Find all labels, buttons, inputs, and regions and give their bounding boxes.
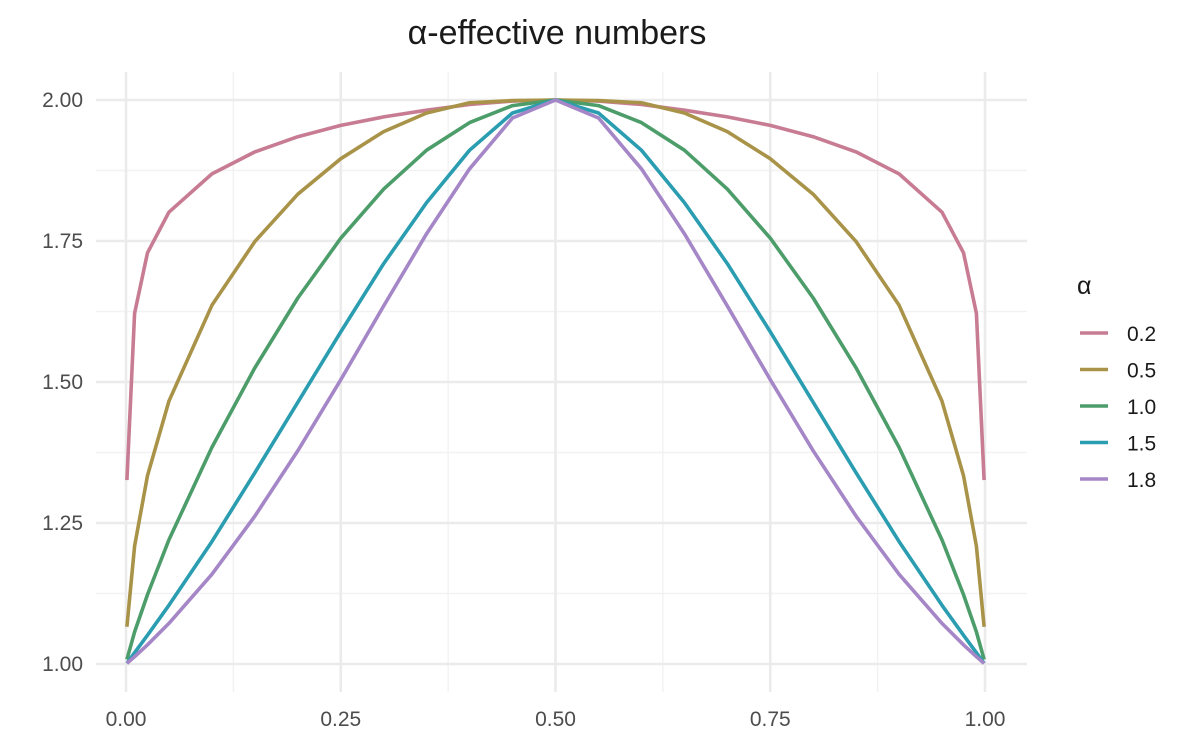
- legend-label-1.8: 1.8: [1127, 469, 1156, 492]
- x-tick-label: 0.75: [750, 708, 791, 731]
- x-tick-label: 0.25: [320, 708, 361, 731]
- x-axis: 0.00 0.25 0.50 0.75 1.00: [106, 708, 1006, 731]
- x-tick-label: 0.50: [535, 708, 576, 731]
- legend-label-1.0: 1.0: [1127, 396, 1156, 419]
- y-axis: 1.00 1.25 1.50 1.75 2.00: [42, 89, 83, 676]
- y-tick-label: 2.00: [42, 89, 83, 112]
- legend: α 0.2 0.5 1.0 1.5 1.8: [1077, 272, 1156, 492]
- grid: [96, 72, 1027, 692]
- legend-title: α: [1077, 272, 1091, 300]
- y-tick-label: 1.25: [42, 512, 83, 535]
- y-tick-label: 1.00: [42, 653, 83, 676]
- legend-label-0.5: 0.5: [1127, 360, 1156, 383]
- plot-area: [125, 98, 986, 665]
- chart-title: α-effective numbers: [408, 14, 707, 52]
- y-tick-label: 1.75: [42, 230, 83, 253]
- legend-label-0.2: 0.2: [1127, 323, 1156, 346]
- x-tick-label: 0.00: [106, 708, 147, 731]
- y-tick-label: 1.50: [42, 371, 83, 394]
- legend-label-1.5: 1.5: [1127, 433, 1156, 456]
- series-line-1.8: [125, 98, 986, 665]
- x-tick-label: 1.00: [965, 708, 1006, 731]
